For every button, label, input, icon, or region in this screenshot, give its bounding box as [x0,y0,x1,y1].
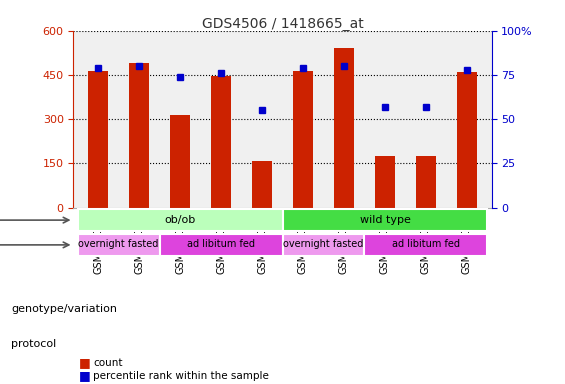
Text: ad libitum fed: ad libitum fed [187,239,255,249]
Bar [211,76,231,208]
Text: overnight fasted: overnight fasted [79,239,159,249]
Text: ■: ■ [79,369,91,382]
Bar [282,209,488,231]
Bar [364,234,488,256]
Text: overnight fasted: overnight fasted [283,239,364,249]
Bar [77,234,159,256]
Text: protocol: protocol [11,339,56,349]
Bar [293,71,313,208]
Text: count: count [93,358,123,368]
Text: ob/ob: ob/ob [164,215,195,225]
Text: genotype/variation: genotype/variation [11,304,118,314]
Bar [416,156,436,208]
Bar [282,234,364,256]
Bar [129,63,149,208]
Bar [252,161,272,208]
Text: GDS4506 / 1418665_at: GDS4506 / 1418665_at [202,17,363,31]
Text: percentile rank within the sample: percentile rank within the sample [93,371,269,381]
Text: ad libitum fed: ad libitum fed [392,239,460,249]
Bar [375,156,396,208]
Bar [170,115,190,208]
Bar [334,48,354,208]
Text: wild type: wild type [359,215,410,225]
Bar [88,71,108,208]
Bar [77,209,282,231]
Bar [159,234,282,256]
Text: ■: ■ [79,356,91,369]
Bar [457,72,477,208]
